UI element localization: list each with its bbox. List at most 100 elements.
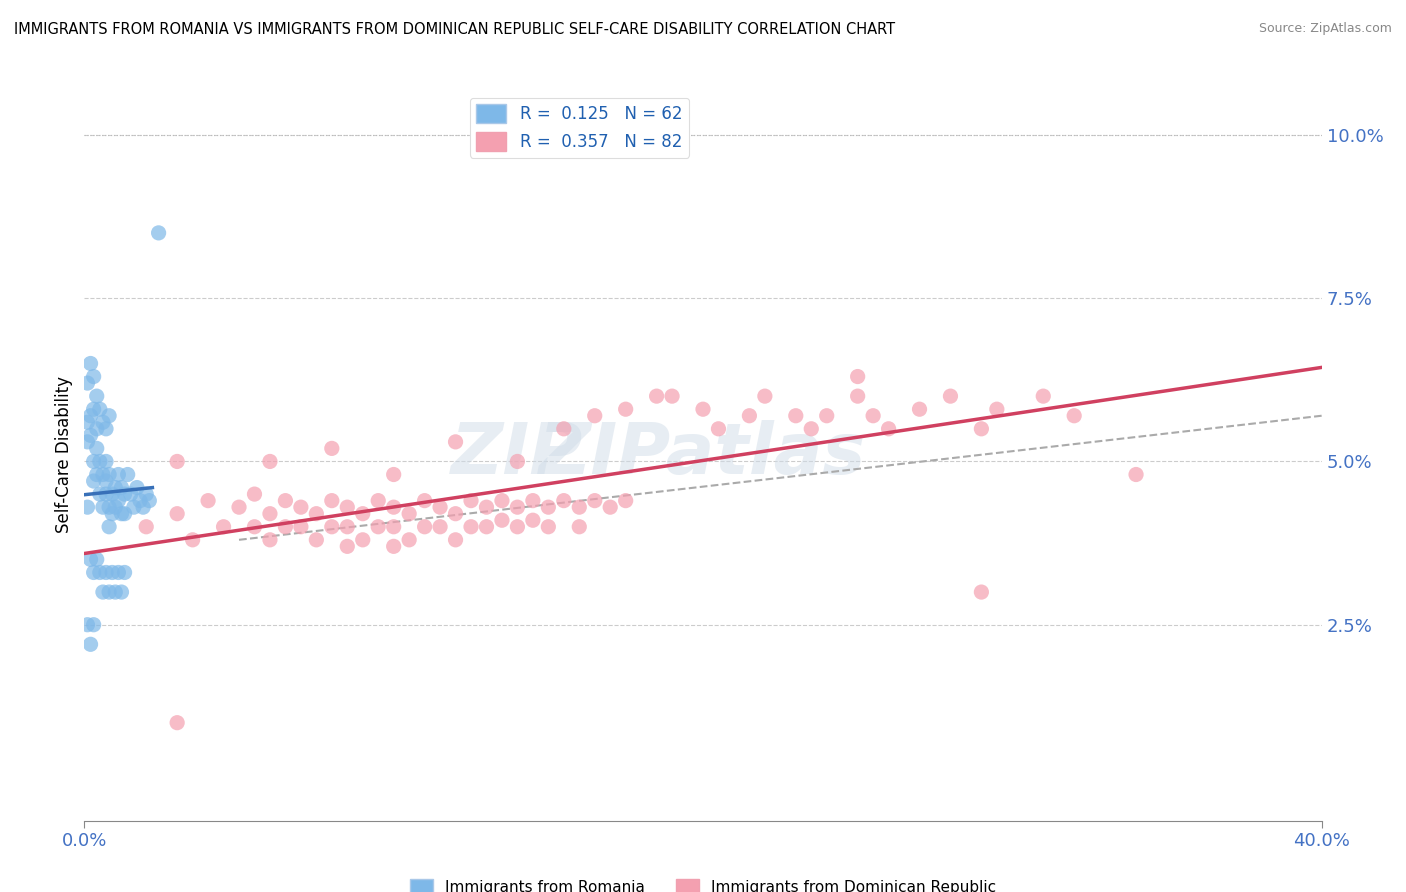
Point xyxy=(91,467,114,482)
Point xyxy=(321,520,343,534)
Point xyxy=(98,500,121,515)
Point xyxy=(76,376,98,390)
Point xyxy=(460,493,482,508)
Point xyxy=(101,507,124,521)
Point xyxy=(614,402,637,417)
Point xyxy=(491,493,513,508)
Point xyxy=(212,520,235,534)
Point xyxy=(79,428,101,442)
Point xyxy=(491,513,513,527)
Point xyxy=(132,500,155,515)
Point xyxy=(553,493,575,508)
Point xyxy=(122,500,145,515)
Point xyxy=(94,422,117,436)
Point xyxy=(429,520,451,534)
Point xyxy=(800,422,823,436)
Point xyxy=(89,566,111,580)
Point xyxy=(274,520,297,534)
Point xyxy=(86,552,108,566)
Point xyxy=(367,493,389,508)
Point xyxy=(110,481,132,495)
Point xyxy=(83,454,105,468)
Point xyxy=(522,513,544,527)
Point xyxy=(129,493,152,508)
Point xyxy=(862,409,884,423)
Point xyxy=(460,520,482,534)
Point xyxy=(846,389,869,403)
Point xyxy=(970,585,993,599)
Point xyxy=(79,409,101,423)
Point xyxy=(352,533,374,547)
Point xyxy=(76,415,98,429)
Point xyxy=(94,566,117,580)
Point xyxy=(86,442,108,456)
Point xyxy=(89,487,111,501)
Point xyxy=(86,422,108,436)
Point xyxy=(568,520,591,534)
Point xyxy=(321,493,343,508)
Point xyxy=(738,409,761,423)
Point xyxy=(444,533,467,547)
Point xyxy=(104,500,127,515)
Point xyxy=(986,402,1008,417)
Point xyxy=(321,442,343,456)
Point xyxy=(101,487,124,501)
Point xyxy=(352,507,374,521)
Text: Source: ZipAtlas.com: Source: ZipAtlas.com xyxy=(1258,22,1392,36)
Point xyxy=(83,617,105,632)
Point xyxy=(413,520,436,534)
Point xyxy=(692,402,714,417)
Point xyxy=(506,520,529,534)
Point xyxy=(107,493,129,508)
Point xyxy=(166,454,188,468)
Point xyxy=(114,566,136,580)
Point xyxy=(553,422,575,436)
Point xyxy=(398,507,420,521)
Point xyxy=(336,539,359,553)
Point xyxy=(939,389,962,403)
Point xyxy=(98,409,121,423)
Point xyxy=(76,434,98,449)
Point xyxy=(94,474,117,488)
Point xyxy=(166,507,188,521)
Point xyxy=(89,454,111,468)
Point xyxy=(120,487,142,501)
Point xyxy=(846,369,869,384)
Point xyxy=(259,533,281,547)
Point xyxy=(83,402,105,417)
Point xyxy=(475,520,498,534)
Point xyxy=(305,507,328,521)
Point xyxy=(305,533,328,547)
Y-axis label: Self-Care Disability: Self-Care Disability xyxy=(55,376,73,533)
Point xyxy=(135,487,157,501)
Point xyxy=(114,507,136,521)
Point xyxy=(98,585,121,599)
Text: ZIPatlas: ZIPatlas xyxy=(540,420,866,490)
Point xyxy=(382,500,405,515)
Point xyxy=(138,493,160,508)
Point xyxy=(537,500,560,515)
Point xyxy=(135,520,157,534)
Point xyxy=(107,467,129,482)
Point xyxy=(614,493,637,508)
Point xyxy=(259,507,281,521)
Point xyxy=(117,467,139,482)
Point xyxy=(243,520,266,534)
Point xyxy=(537,520,560,534)
Point xyxy=(382,539,405,553)
Point xyxy=(336,500,359,515)
Point xyxy=(104,481,127,495)
Point xyxy=(506,500,529,515)
Point xyxy=(101,566,124,580)
Point xyxy=(444,507,467,521)
Point xyxy=(91,585,114,599)
Legend: Immigrants from Romania, Immigrants from Dominican Republic: Immigrants from Romania, Immigrants from… xyxy=(404,872,1002,892)
Point xyxy=(166,715,188,730)
Point xyxy=(475,500,498,515)
Point xyxy=(94,454,117,468)
Point xyxy=(76,617,98,632)
Point xyxy=(83,369,105,384)
Point xyxy=(83,474,105,488)
Point xyxy=(599,500,621,515)
Point xyxy=(429,500,451,515)
